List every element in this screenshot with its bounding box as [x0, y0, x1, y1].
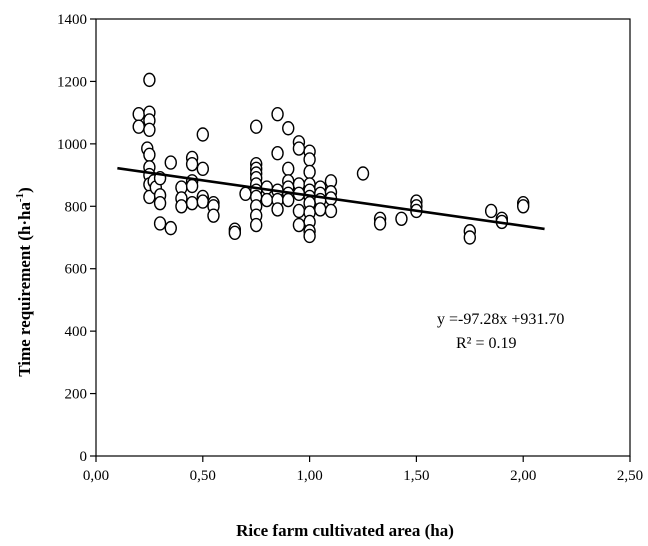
data-point: [271, 107, 284, 122]
trendline-group: [117, 166, 545, 231]
data-point: [196, 161, 210, 177]
y-axis-title-main: Time requirement (h·ha: [15, 202, 34, 377]
x-tick-label: 1,00: [296, 468, 322, 484]
regression-equation: y =-97.28x +931.70: [437, 311, 564, 328]
data-point: [164, 220, 177, 236]
x-tick-label: 2,50: [617, 468, 643, 484]
data-points: [132, 72, 530, 245]
data-point: [292, 203, 306, 219]
data-point: [303, 152, 316, 167]
data-point: [282, 161, 295, 177]
y-tick-label: 1400: [57, 12, 87, 28]
x-tick-label: 2,00: [510, 468, 536, 484]
y-tick-label: 1200: [57, 74, 87, 90]
data-point: [153, 195, 167, 211]
data-point: [185, 178, 199, 194]
x-axis-ticks: 0,00 0,50 1,00 1,50 2,00 2,50: [83, 456, 643, 484]
data-point: [271, 202, 284, 217]
data-point: [303, 164, 316, 180]
data-point: [239, 186, 252, 202]
data-point: [271, 146, 284, 161]
y-tick-label: 600: [65, 262, 88, 278]
y-tick-label: 400: [65, 324, 88, 340]
y-axis-title-close: ): [15, 187, 34, 193]
data-point: [282, 192, 295, 208]
x-tick-label: 1,50: [403, 468, 429, 484]
data-point: [143, 147, 156, 162]
trendline: [117, 166, 545, 231]
data-point: [132, 119, 145, 134]
data-point: [185, 156, 199, 172]
data-point: [132, 107, 145, 122]
x-tick-label: 0,00: [83, 468, 109, 484]
data-point: [175, 199, 188, 214]
r-squared-label: R² = 0.19: [456, 335, 517, 352]
data-point: [153, 216, 167, 231]
data-point: [282, 121, 295, 136]
data-point: [260, 180, 274, 195]
data-point: [196, 127, 210, 142]
y-tick-label: 200: [65, 387, 88, 403]
data-point: [185, 195, 199, 211]
x-axis-title: Rice farm cultivated area (ha): [236, 521, 454, 540]
data-point: [260, 192, 274, 208]
data-point: [463, 230, 476, 245]
data-point: [207, 208, 220, 223]
y-tick-label: 800: [65, 199, 88, 215]
data-point: [303, 228, 316, 244]
y-tick-label: 0: [80, 449, 88, 465]
plot-frame: [95, 18, 631, 457]
data-point: [484, 203, 498, 219]
y-axis-title-superscript: -1: [14, 193, 26, 202]
data-point: [356, 166, 370, 181]
data-point: [250, 217, 263, 233]
data-point: [250, 119, 263, 134]
data-point: [517, 199, 530, 214]
data-point: [228, 225, 242, 241]
data-point: [292, 217, 306, 233]
data-point: [292, 141, 306, 156]
y-axis-title: Time requirement (h·ha-1): [14, 187, 34, 377]
data-point: [143, 72, 156, 88]
x-tick-label: 0,50: [190, 468, 216, 484]
y-axis-ticks: 0 200 400 600 800 1000 1200 1400: [57, 12, 96, 465]
data-point: [196, 194, 210, 209]
data-point: [143, 122, 156, 138]
y-tick-label: 1000: [57, 137, 87, 153]
plot-area-border: [95, 18, 631, 457]
data-point: [314, 202, 327, 217]
data-point: [324, 203, 338, 219]
data-point: [395, 211, 408, 226]
data-point: [373, 216, 387, 231]
data-point: [164, 155, 177, 170]
